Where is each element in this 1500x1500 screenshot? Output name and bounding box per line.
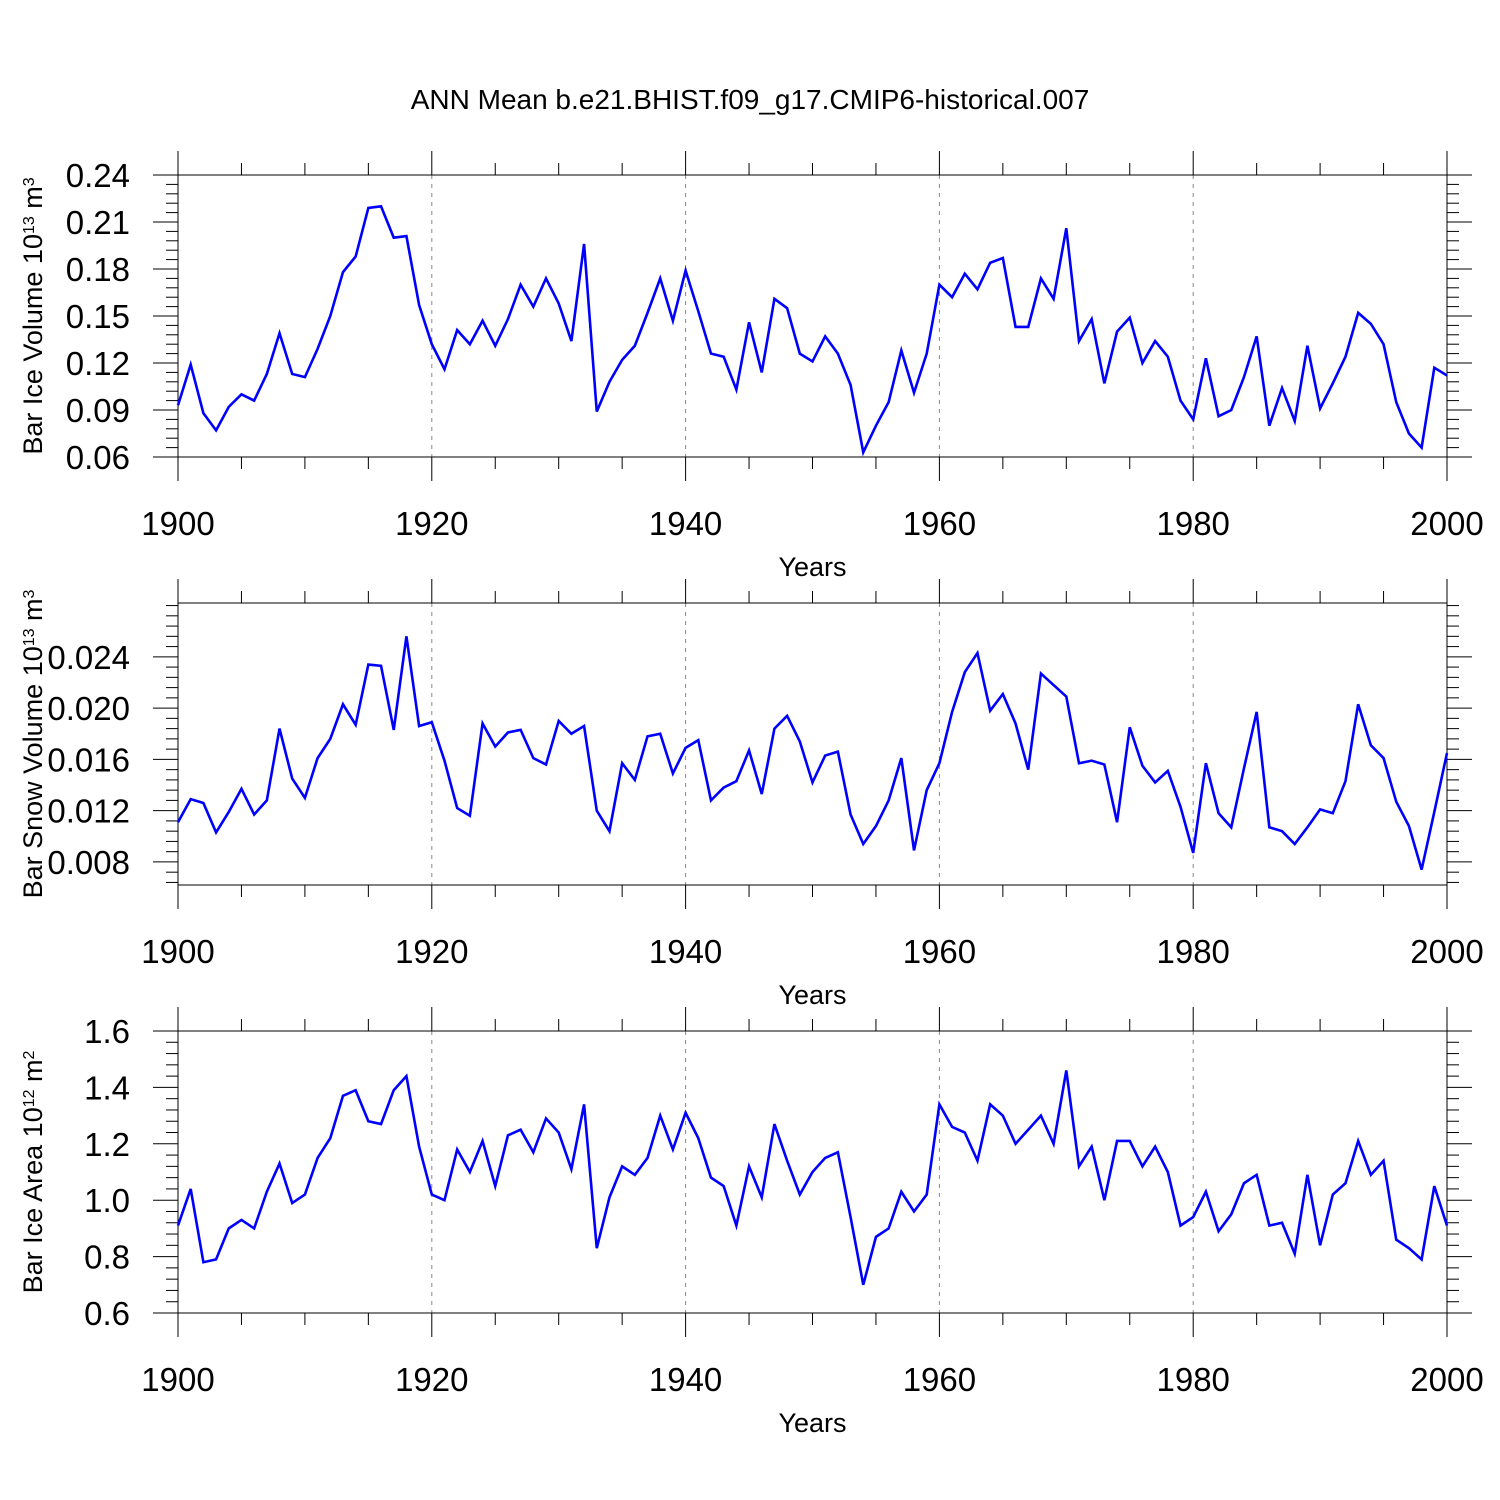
x-axis-label: Years: [778, 1408, 846, 1438]
chart-title: ANN Mean b.e21.BHIST.f09_g17.CMIP6-histo…: [410, 84, 1090, 115]
x-axis-label: Years: [778, 552, 846, 582]
x-tick-label: 1900: [141, 505, 214, 542]
x-tick-label: 1940: [649, 933, 722, 970]
x-tick-label: 1940: [649, 505, 722, 542]
x-tick-label: 2000: [1410, 1361, 1483, 1398]
y-tick-label: 0.020: [47, 690, 130, 727]
plot-frame: [177, 602, 1448, 886]
series-line: [176, 636, 1449, 870]
y-tick-label: 0.21: [66, 204, 130, 241]
y-axis-label: Bar Ice Volume 1013 m3: [18, 177, 48, 454]
y-tick-label: 0.12: [66, 345, 130, 382]
series-line: [176, 1070, 1449, 1286]
y-tick-label: 0.18: [66, 251, 130, 288]
y-tick-label: 1.6: [84, 1013, 130, 1050]
panel-1: 0.06 0.09 0.12 0.15 0.18 0.21 0.24 1900 1920 1940…: [18, 151, 1484, 582]
y-tick-label: 0.6: [84, 1295, 130, 1332]
y-tick-label: 0.15: [66, 298, 130, 335]
y-tick-label: 1.4: [84, 1069, 130, 1106]
x-tick-label: 2000: [1410, 933, 1483, 970]
y-axis-label: Bar Ice Area 1012 m2: [18, 1050, 48, 1293]
y-tick-label: 0.8: [84, 1239, 130, 1276]
y-tick-label: 0.09: [66, 392, 130, 429]
y-tick-label: 0.012: [47, 793, 130, 830]
y-tick-label: 0.008: [47, 844, 130, 881]
y-tick-label: 0.024: [47, 639, 130, 676]
x-tick-label: 1960: [903, 505, 976, 542]
x-tick-label: 1960: [903, 933, 976, 970]
series-line: [176, 204, 1448, 457]
x-tick-label: 1920: [395, 1361, 468, 1398]
y-tick-label: 0.016: [47, 741, 130, 778]
y-tick-label: 1.0: [84, 1182, 130, 1219]
x-tick-label: 1900: [141, 933, 214, 970]
x-tick-label: 1900: [141, 1361, 214, 1398]
x-tick-label: 1980: [1156, 933, 1229, 970]
x-tick-label: 1920: [395, 933, 468, 970]
y-axis-label: Bar Snow Volume 1013 m3: [18, 589, 48, 898]
y-tick-label: 0.24: [66, 157, 130, 194]
x-tick-label: 1940: [649, 1361, 722, 1398]
y-tick-label: 0.06: [66, 439, 130, 476]
x-tick-label: 1960: [903, 1361, 976, 1398]
y-tick-label: 1.2: [84, 1126, 130, 1163]
x-tick-label: 1920: [395, 505, 468, 542]
x-tick-label: 1980: [1156, 1361, 1229, 1398]
x-tick-label: 1980: [1156, 505, 1229, 542]
x-tick-label: 2000: [1410, 505, 1483, 542]
plot-frame: [177, 174, 1448, 458]
x-axis-label: Years: [778, 980, 846, 1010]
panel-3: 0.6 0.8 1.0 1.2 1.4 1.6 1900 1920 1940 1960 1980 20…: [18, 1007, 1484, 1438]
panel-2: 0.008 0.012 0.016 0.020 0.024 1900 1920 1940 196…: [18, 579, 1484, 1010]
